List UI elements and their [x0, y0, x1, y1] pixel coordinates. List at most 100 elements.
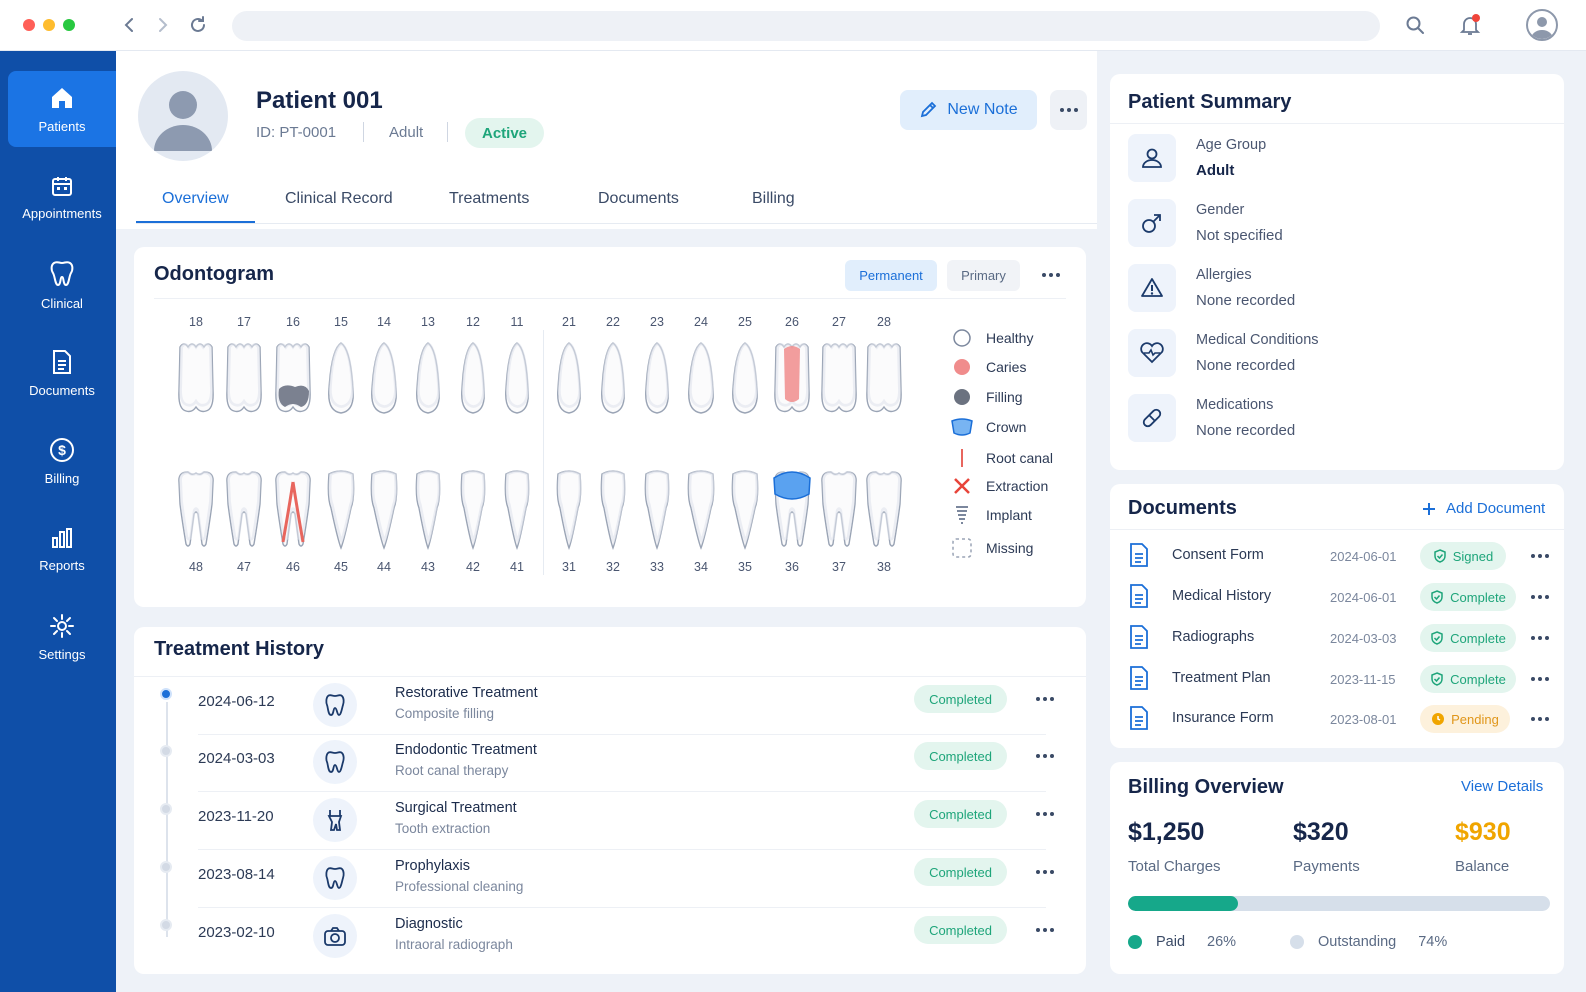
tab-billing[interactable]: Billing [752, 190, 795, 207]
tab-documents[interactable]: Documents [598, 190, 679, 207]
tooth-15[interactable] [325, 339, 357, 428]
reload-icon[interactable] [186, 13, 210, 37]
row-more-button[interactable] [1531, 677, 1549, 681]
tab-clinical-record[interactable]: Clinical Record [285, 190, 393, 207]
document-row[interactable]: Consent Form 2024-06-01 Signed [1128, 538, 1549, 574]
search-icon[interactable] [1403, 13, 1427, 37]
tooth-icon [50, 260, 74, 286]
tooth-41[interactable] [502, 468, 532, 557]
divider [154, 298, 1066, 299]
divider [363, 122, 364, 142]
tooth-36[interactable] [772, 468, 812, 557]
tooth-17[interactable] [224, 339, 264, 428]
tooth-25[interactable] [729, 339, 761, 428]
treatment-row[interactable]: 2023-08-14 Prophylaxis Professional cleani… [136, 850, 1086, 908]
tooth-31[interactable] [554, 468, 584, 557]
summary-value: Not specified [1196, 227, 1283, 244]
new-note-button[interactable]: New Note [900, 90, 1037, 130]
treatment-row[interactable]: 2023-02-10 Diagnostic Intraoral radiograph… [136, 908, 1086, 966]
tooth-35[interactable] [729, 468, 761, 557]
tooth-48[interactable] [176, 468, 216, 557]
tooth-number-35: 35 [738, 560, 752, 574]
tooth-number-44: 44 [377, 560, 391, 574]
tooth-45[interactable] [325, 468, 357, 557]
tooth-37[interactable] [819, 468, 859, 557]
tab-overview[interactable]: Overview [162, 190, 229, 207]
sidebar-item-appointments[interactable]: Appointments [8, 159, 116, 235]
document-date: 2023-11-15 [1330, 672, 1396, 687]
sidebar-item-patients[interactable]: Patients [8, 71, 116, 147]
tooth-27[interactable] [819, 339, 859, 428]
tooth-38[interactable] [864, 468, 904, 557]
tooth-34[interactable] [685, 468, 717, 557]
row-more-button[interactable] [1036, 754, 1054, 758]
extraction-icon [313, 798, 357, 842]
more-options-button[interactable] [1050, 90, 1087, 130]
forward-arrow-icon[interactable] [150, 13, 174, 37]
treatment-row[interactable]: 2024-03-03 Endodontic Treatment Root canal… [136, 734, 1086, 792]
address-bar[interactable] [232, 11, 1380, 41]
add-document-button[interactable]: Add Document [1422, 500, 1545, 517]
row-more-button[interactable] [1036, 928, 1054, 932]
row-more-button[interactable] [1036, 870, 1054, 874]
back-arrow-icon[interactable] [118, 13, 142, 37]
tooth-28[interactable] [864, 339, 904, 428]
document-row[interactable]: Treatment Plan 2023-11-15 Complete [1128, 661, 1549, 697]
tooth-14[interactable] [368, 339, 400, 428]
tooth-24[interactable] [685, 339, 717, 428]
tooth-43[interactable] [413, 468, 443, 557]
svg-text:$: $ [58, 442, 66, 458]
odontogram-more-button[interactable] [1042, 273, 1060, 277]
sidebar-item-billing[interactable]: $ Billing [8, 423, 116, 499]
tooth-32[interactable] [598, 468, 628, 557]
legend-label: Root canal [986, 450, 1053, 466]
treatment-row[interactable]: 2024-06-12 Restorative Treatment Composite… [136, 677, 1086, 735]
timeline-line [166, 702, 168, 937]
tooth-13[interactable] [413, 339, 443, 428]
tab-treatments[interactable]: Treatments [449, 190, 530, 207]
row-more-button[interactable] [1531, 717, 1549, 721]
legend-healthy: Healthy [950, 327, 1033, 349]
close-window-dot[interactable] [23, 19, 35, 31]
row-more-button[interactable] [1531, 554, 1549, 558]
tooth-42[interactable] [458, 468, 488, 557]
tooth-44[interactable] [368, 468, 400, 557]
notification-bell-icon[interactable] [1458, 13, 1482, 37]
sidebar-item-settings[interactable]: Settings [8, 599, 116, 675]
tooth-47[interactable] [224, 468, 264, 557]
tooth-21[interactable] [554, 339, 584, 428]
user-avatar-icon[interactable] [1526, 9, 1558, 41]
tooth-12[interactable] [458, 339, 488, 428]
document-row[interactable]: Radiographs 2024-03-03 Complete [1128, 620, 1549, 656]
add-document-label: Add Document [1446, 500, 1546, 517]
row-more-button[interactable] [1036, 812, 1054, 816]
row-more-button[interactable] [1036, 697, 1054, 701]
treatment-row[interactable]: 2023-11-20 Surgical Treatment Tooth extrac… [136, 792, 1086, 850]
tooth-18[interactable] [176, 339, 216, 428]
tooth-23[interactable] [642, 339, 672, 428]
sidebar-item-reports[interactable]: Reports [8, 511, 116, 587]
row-more-button[interactable] [1531, 636, 1549, 640]
sidebar-item-documents[interactable]: Documents [8, 335, 116, 411]
status-text: Complete [1450, 630, 1506, 646]
document-row[interactable]: Medical History 2024-06-01 Complete [1128, 579, 1549, 615]
total-charges-label: Total Charges [1128, 858, 1221, 875]
tooth-11[interactable] [502, 339, 532, 428]
tooth-number-26: 26 [785, 315, 799, 329]
sidebar-item-clinical[interactable]: Clinical [8, 247, 116, 323]
divider [198, 734, 1046, 735]
treatment-subtitle: Root canal therapy [395, 763, 509, 778]
maximize-window-dot[interactable] [63, 19, 75, 31]
tooth-26[interactable] [772, 339, 812, 428]
minimize-window-dot[interactable] [43, 19, 55, 31]
row-more-button[interactable] [1531, 595, 1549, 599]
tooth-22[interactable] [598, 339, 628, 428]
permanent-toggle[interactable]: Permanent [845, 260, 937, 291]
payments-label: Payments [1293, 858, 1360, 875]
tooth-16[interactable] [273, 339, 313, 428]
document-row[interactable]: Insurance Form 2023-08-01 Pending [1128, 701, 1549, 737]
primary-toggle[interactable]: Primary [947, 260, 1020, 291]
tooth-46[interactable] [273, 468, 313, 557]
tooth-33[interactable] [642, 468, 672, 557]
view-details-link[interactable]: View Details [1461, 778, 1544, 795]
